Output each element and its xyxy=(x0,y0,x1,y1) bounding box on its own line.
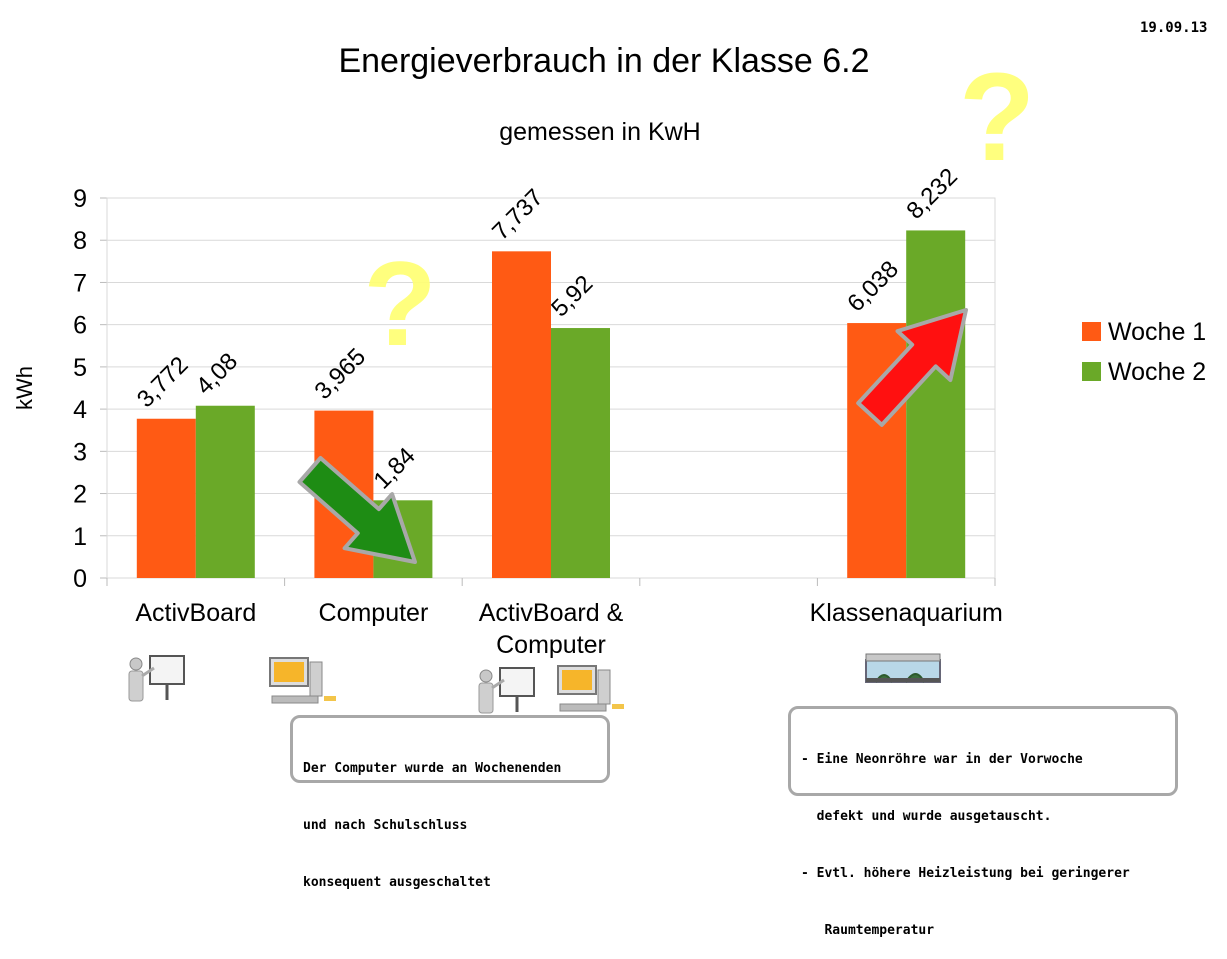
data-label: 3,965 xyxy=(310,343,372,405)
bar xyxy=(906,230,966,578)
tower xyxy=(597,669,611,705)
teacher-board-icon xyxy=(478,667,535,714)
y-tick-label: 4 xyxy=(73,396,87,424)
y-axis-label: kWh xyxy=(12,366,37,410)
bar xyxy=(492,251,551,578)
computer-note: Der Computer wurde an Wochenenden und na… xyxy=(290,715,610,890)
mousepad xyxy=(324,696,336,701)
aquarium-note-line: Raumtemperatur xyxy=(801,923,935,938)
head xyxy=(479,669,493,683)
body xyxy=(478,682,494,714)
legend-label: Woche 1 xyxy=(1108,318,1206,346)
legend-swatch xyxy=(1082,322,1101,341)
y-tick-label: 3 xyxy=(73,438,87,466)
date-label: 19.09.13 xyxy=(1140,20,1208,36)
y-tick-label: 1 xyxy=(73,523,87,551)
data-label: 8,232 xyxy=(901,163,963,225)
mousepad xyxy=(612,704,624,709)
data-label: 1,84 xyxy=(369,442,421,494)
bars xyxy=(136,230,966,578)
question-mark: ? xyxy=(363,237,436,371)
keyboard xyxy=(271,695,319,704)
x-tick-label: Klassenaquarium xyxy=(810,599,1003,627)
y-tick-label: 7 xyxy=(73,269,87,297)
body xyxy=(128,670,144,702)
y-tick-label: 5 xyxy=(73,354,87,382)
aquarium-icon xyxy=(865,653,941,683)
lid xyxy=(865,653,941,662)
x-tick-label: ActivBoard & xyxy=(479,599,624,627)
x-tick-label: Computer xyxy=(496,631,606,659)
down-arrow-icon xyxy=(297,456,417,564)
head xyxy=(129,657,143,671)
data-label: 3,772 xyxy=(132,351,194,413)
screen xyxy=(562,670,592,690)
screen xyxy=(274,662,304,682)
data-label: 5,92 xyxy=(546,270,598,322)
arm xyxy=(141,666,155,678)
bar xyxy=(136,418,196,578)
aquarium-note: - Eine Neonröhre war in der Vorwoche def… xyxy=(788,706,1178,938)
y-tick-label: 9 xyxy=(73,185,87,213)
arm xyxy=(491,678,505,690)
chart-subtitle: gemessen in KwH xyxy=(499,118,700,146)
decorations: ?? xyxy=(128,48,1035,714)
legend-label: Woche 2 xyxy=(1108,358,1206,386)
x-tick-label: ActivBoard xyxy=(135,599,256,627)
x-tick-label: Computer xyxy=(319,599,429,627)
y-tick-label: 2 xyxy=(73,481,87,509)
board xyxy=(149,655,185,685)
computer-note-line: konsequent ausgeschaltet xyxy=(303,875,491,890)
gravel xyxy=(866,678,940,682)
y-tick-label: 6 xyxy=(73,312,87,340)
computer-icon xyxy=(557,665,624,712)
up-arrow-icon xyxy=(856,308,968,427)
aquarium-note-line: defekt und wurde ausgetauscht. xyxy=(801,809,1052,824)
aquarium-note-line: - Eine Neonröhre war in der Vorwoche xyxy=(801,752,1083,767)
data-label: 7,737 xyxy=(487,184,549,246)
bar xyxy=(551,328,610,578)
teacher-board-icon xyxy=(128,655,185,702)
board xyxy=(499,667,535,697)
computer-icon xyxy=(269,657,336,704)
aquarium-note-line: - Evtl. höhere Heizleistung bei geringer… xyxy=(801,866,1130,881)
data-label: 6,038 xyxy=(842,256,904,318)
legend-swatch xyxy=(1082,362,1101,381)
bar xyxy=(195,405,255,578)
computer-note-line: Der Computer wurde an Wochenenden xyxy=(303,761,562,776)
bar-chart: Energieverbrauch in der Klasse 6.2 gemess… xyxy=(12,42,1206,714)
y-tick-label: 0 xyxy=(73,565,87,593)
question-mark: ? xyxy=(959,48,1035,187)
keyboard xyxy=(559,703,607,712)
tower xyxy=(309,661,323,697)
computer-note-line: und nach Schulschluss xyxy=(303,818,468,833)
y-tick-label: 8 xyxy=(73,227,87,255)
data-label: 4,08 xyxy=(191,348,243,400)
chart-title: Energieverbrauch in der Klasse 6.2 xyxy=(338,42,869,80)
